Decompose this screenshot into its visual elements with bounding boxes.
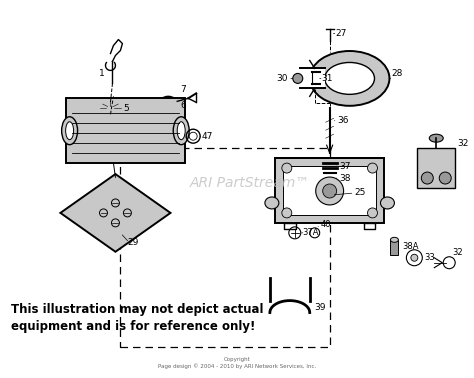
Ellipse shape (62, 117, 78, 145)
Circle shape (323, 184, 337, 198)
Text: 6: 6 (180, 101, 186, 110)
Circle shape (316, 177, 344, 205)
Ellipse shape (429, 134, 443, 142)
Ellipse shape (107, 106, 114, 111)
Text: 32: 32 (457, 139, 469, 148)
Ellipse shape (443, 257, 455, 269)
Ellipse shape (325, 62, 374, 94)
Bar (283, 166, 376, 215)
Ellipse shape (173, 117, 189, 145)
Circle shape (282, 163, 292, 173)
Text: 1: 1 (99, 69, 104, 78)
Text: 27: 27 (336, 29, 347, 38)
Text: 7: 7 (180, 85, 186, 94)
Text: 5: 5 (123, 104, 129, 113)
Ellipse shape (265, 197, 279, 209)
Circle shape (367, 208, 377, 218)
Text: 37: 37 (340, 161, 351, 170)
Text: 30: 30 (276, 74, 287, 83)
Ellipse shape (381, 197, 394, 209)
Text: 40: 40 (321, 220, 331, 229)
Polygon shape (60, 174, 171, 252)
Ellipse shape (159, 96, 177, 110)
Circle shape (293, 73, 303, 84)
Circle shape (421, 172, 433, 184)
Circle shape (165, 100, 171, 106)
Circle shape (282, 208, 292, 218)
Text: 28: 28 (392, 69, 403, 78)
Bar (120, 148, 329, 347)
Text: 36: 36 (337, 116, 349, 125)
Ellipse shape (323, 174, 337, 182)
Ellipse shape (310, 51, 390, 106)
Ellipse shape (65, 122, 73, 140)
Ellipse shape (177, 122, 185, 140)
Text: 38: 38 (340, 174, 351, 183)
Circle shape (289, 227, 301, 239)
Text: 47: 47 (201, 132, 212, 141)
Bar (417, 148, 455, 188)
Bar (65, 98, 185, 163)
Circle shape (367, 163, 377, 173)
Ellipse shape (411, 254, 418, 261)
Ellipse shape (406, 250, 422, 266)
Bar (391, 240, 399, 255)
Text: 37A: 37A (303, 228, 319, 237)
Text: 31: 31 (322, 74, 333, 83)
Ellipse shape (391, 237, 399, 242)
Text: 33: 33 (424, 253, 435, 262)
Bar (300, 68, 325, 88)
Circle shape (439, 172, 451, 184)
Bar (275, 158, 384, 223)
Text: Copyright
Page design © 2004 - 2010 by ARI Network Services, Inc.: Copyright Page design © 2004 - 2010 by A… (158, 357, 316, 369)
Text: 38A: 38A (402, 242, 419, 251)
Text: 39: 39 (315, 303, 326, 312)
Text: 25: 25 (355, 189, 366, 197)
Text: This illustration may not depict actual
equipment and is for reference only!: This illustration may not depict actual … (11, 302, 264, 333)
Text: 32: 32 (452, 248, 463, 257)
Text: ARI PartStream™: ARI PartStream™ (190, 176, 310, 190)
Text: 29: 29 (128, 238, 139, 247)
Ellipse shape (100, 102, 121, 114)
